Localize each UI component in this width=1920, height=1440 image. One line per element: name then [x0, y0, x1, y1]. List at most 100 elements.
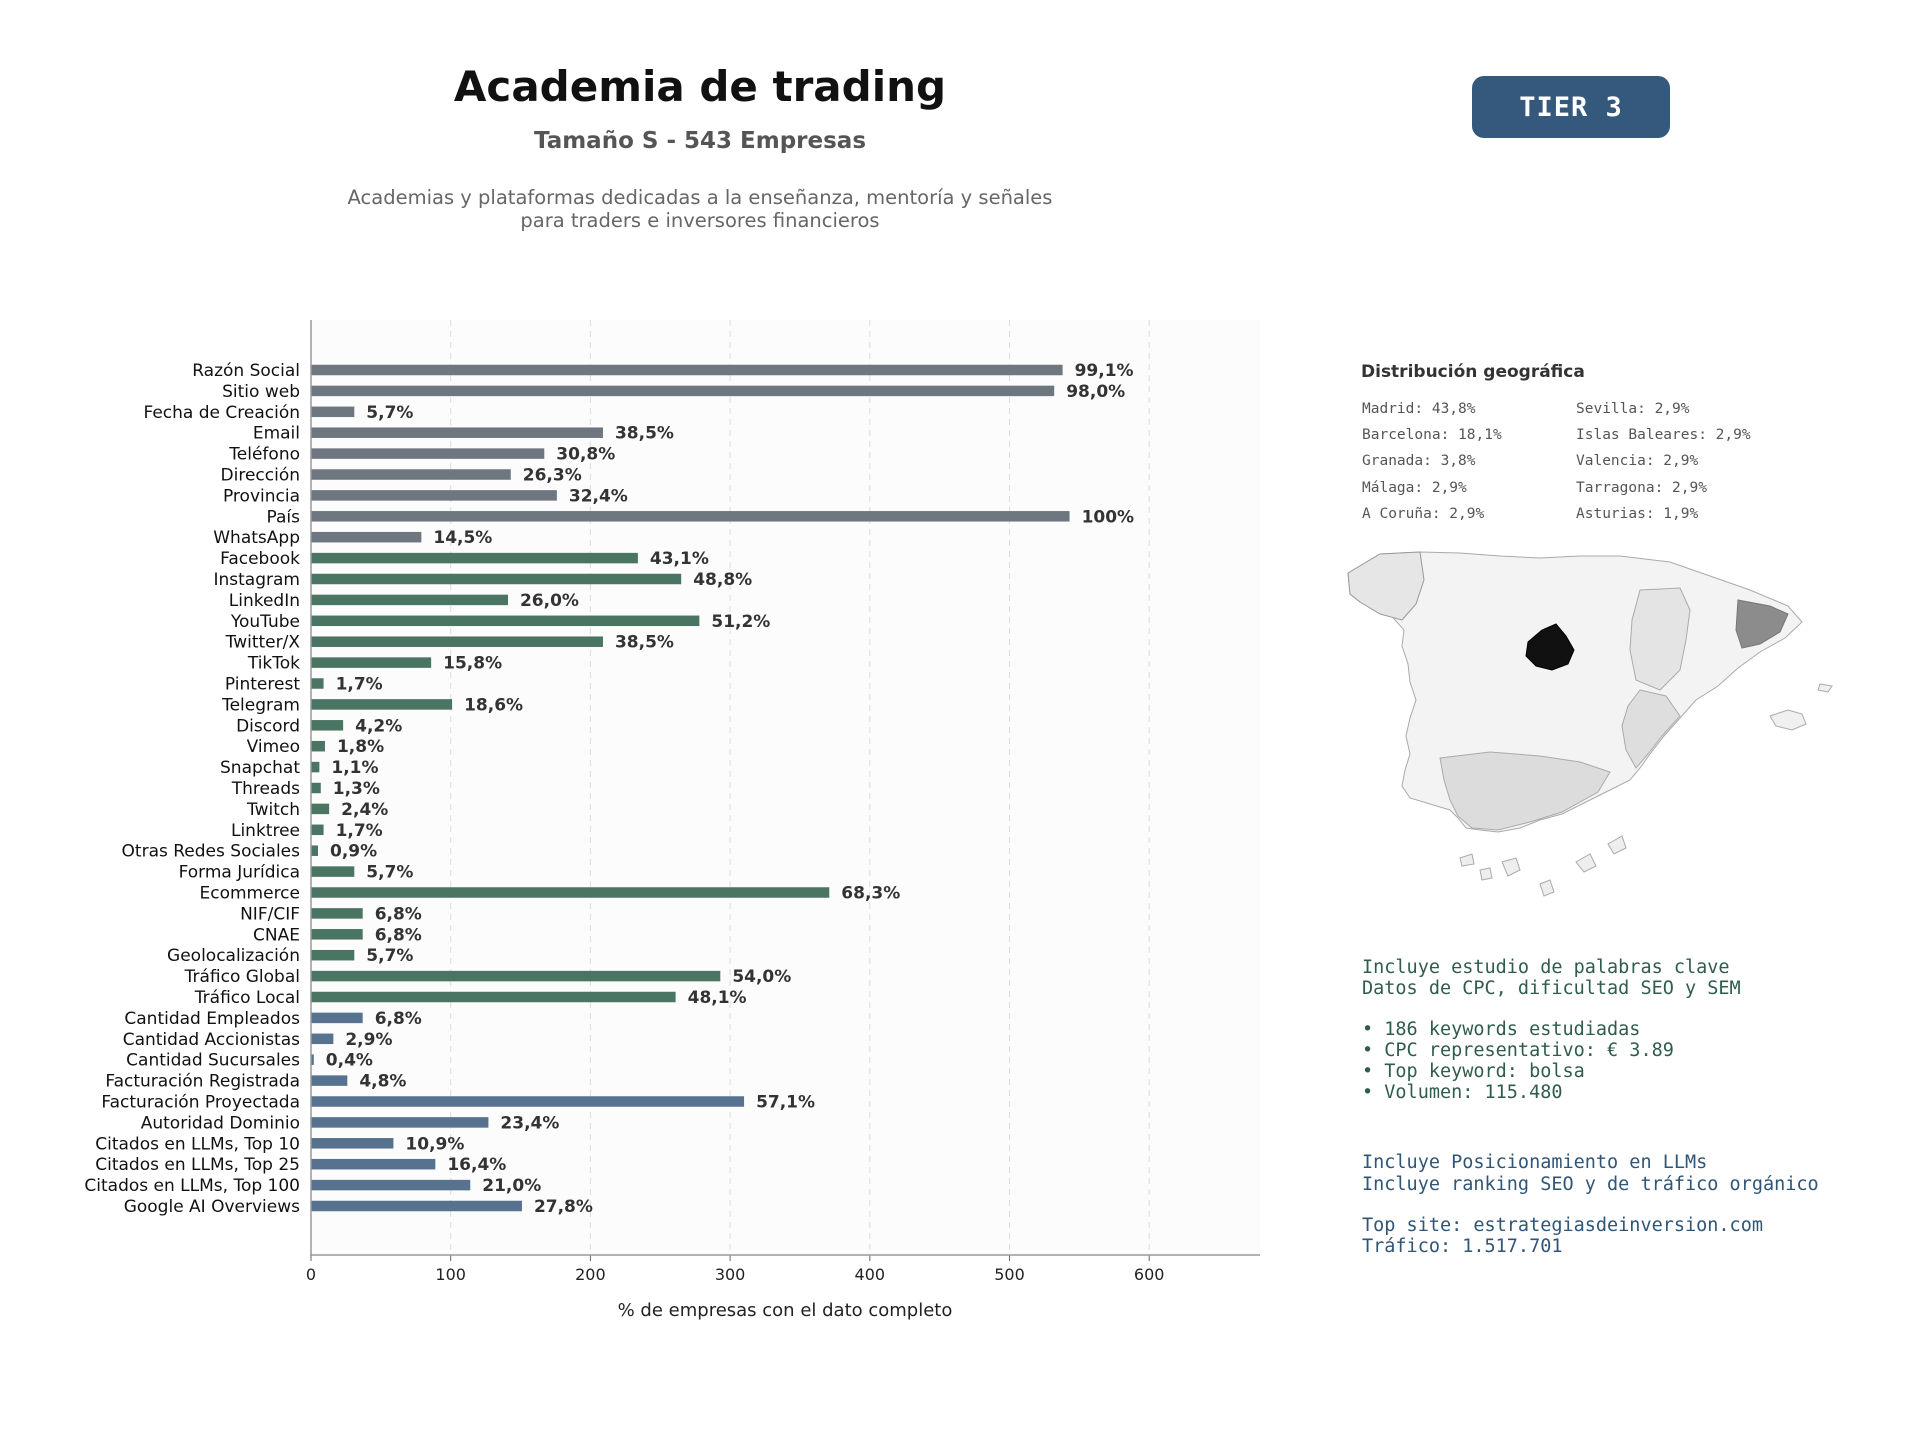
bar	[311, 469, 511, 480]
category-label: Vimeo	[247, 737, 300, 757]
value-label: 2,9%	[345, 1030, 392, 1050]
value-label: 100%	[1082, 507, 1135, 527]
bar	[311, 1096, 745, 1107]
category-label: Dirección	[221, 466, 300, 486]
x-tick-label: 0	[306, 1265, 316, 1284]
category-label: Tráfico Global	[184, 967, 300, 987]
x-tick-label: 600	[1134, 1265, 1165, 1284]
category-label: Razón Social	[192, 361, 300, 381]
value-label: 26,0%	[520, 591, 579, 611]
bar	[311, 490, 557, 501]
category-label: Google AI Overviews	[124, 1197, 300, 1217]
geo-item: Málaga: 2,9%	[1362, 480, 1467, 496]
value-label: 5,7%	[366, 863, 413, 883]
bar	[311, 1033, 334, 1045]
bars	[311, 364, 1070, 1212]
value-label: 5,7%	[366, 946, 413, 966]
geo-item: Valencia: 2,9%	[1576, 453, 1699, 469]
value-label: 0,4%	[326, 1051, 373, 1071]
bar	[311, 782, 321, 794]
value-label: 1,1%	[331, 758, 378, 778]
bar	[311, 1200, 522, 1212]
info-llm-line: Incluye Posicionamiento en LLMs	[1362, 1152, 1708, 1173]
value-label: 98,0%	[1066, 382, 1125, 402]
category-label: Discord	[236, 716, 300, 736]
bar	[311, 991, 676, 1003]
value-label: 54,0%	[732, 967, 791, 987]
category-label: WhatsApp	[213, 528, 300, 548]
bar	[311, 970, 721, 982]
category-label: YouTube	[230, 612, 300, 632]
bar	[311, 573, 682, 585]
value-label: 27,8%	[534, 1197, 593, 1217]
category-label: Email	[253, 424, 300, 444]
geo-title: Distribución geográfica	[1361, 362, 1585, 382]
value-label: 15,8%	[443, 654, 502, 674]
category-label: Facturación Registrada	[105, 1072, 300, 1092]
info-traffic: Tráfico: 1.517.701	[1362, 1236, 1563, 1257]
value-label: 43,1%	[650, 549, 709, 569]
bar	[311, 1138, 394, 1149]
bar	[311, 803, 330, 815]
value-label: 6,8%	[375, 925, 422, 945]
value-labels: 99,1%98,0%5,7%38,5%30,8%26,3%32,4%100%14…	[326, 361, 1134, 1217]
map-galicia	[1347, 551, 1425, 621]
page-subtitle: Tamaño S - 543 Empresas	[533, 128, 867, 154]
bar	[311, 887, 830, 898]
x-tick-label: 400	[855, 1265, 886, 1284]
info-bullet: • Top keyword: bolsa	[1362, 1061, 1585, 1082]
category-label: Pinterest	[225, 675, 300, 695]
description-line: para traders e inversores financieros	[520, 209, 880, 232]
category-label: Facebook	[220, 549, 300, 569]
bar	[311, 761, 320, 773]
value-label: 21,0%	[482, 1176, 541, 1196]
category-label: Teléfono	[228, 445, 300, 465]
category-label: Fecha de Creación	[143, 403, 300, 423]
category-label: Cantidad Accionistas	[123, 1030, 300, 1050]
info-bullet: • Volumen: 115.480	[1362, 1082, 1563, 1103]
bar	[311, 657, 432, 668]
value-label: 1,7%	[336, 821, 383, 841]
map-region-andalucia	[1439, 751, 1611, 831]
value-label: 26,3%	[523, 466, 582, 486]
category-label: Threads	[231, 779, 300, 799]
value-label: 6,8%	[375, 904, 422, 924]
category-label: Tráfico Local	[194, 988, 300, 1008]
category-label: Instagram	[214, 570, 301, 590]
category-label: LinkedIn	[229, 591, 300, 611]
category-label: NIF/CIF	[240, 904, 300, 924]
value-label: 32,4%	[569, 486, 628, 506]
bar	[311, 364, 1063, 376]
geo-item: Madrid: 43,8%	[1362, 401, 1476, 417]
geo-item: Barcelona: 18,1%	[1362, 427, 1502, 443]
category-label: Twitch	[246, 800, 300, 820]
info-llm-line: Incluye ranking SEO y de tráfico orgánic…	[1362, 1174, 1819, 1195]
category-label: Ecommerce	[200, 884, 301, 904]
value-label: 51,2%	[711, 612, 770, 632]
geo-item: Sevilla: 2,9%	[1576, 401, 1690, 417]
bar	[311, 552, 638, 564]
x-tick-label: 100	[435, 1265, 466, 1284]
value-label: 16,4%	[447, 1155, 506, 1175]
map-region-aragon	[1629, 587, 1691, 691]
map-region-valencia	[1621, 689, 1681, 769]
geo-item: Granada: 3,8%	[1362, 453, 1476, 469]
bar	[311, 740, 325, 752]
category-label: Facturación Proyectada	[101, 1093, 300, 1113]
description-line: Academias y plataformas dedicadas a la e…	[347, 186, 1053, 209]
value-label: 5,7%	[366, 403, 413, 423]
category-label: Provincia	[223, 486, 300, 506]
bar	[311, 427, 603, 438]
bar	[311, 615, 700, 627]
bar	[311, 636, 603, 647]
value-label: 38,5%	[615, 633, 674, 653]
category-label: Sitio web	[222, 382, 300, 402]
bar	[311, 845, 318, 856]
value-label: 1,7%	[336, 675, 383, 695]
category-label: Twitter/X	[225, 633, 301, 653]
x-axis-label: % de empresas con el dato completo	[618, 1300, 953, 1321]
value-label: 2,4%	[341, 800, 388, 820]
bar	[311, 531, 422, 543]
value-label: 57,1%	[756, 1093, 815, 1113]
value-label: 14,5%	[433, 528, 492, 548]
